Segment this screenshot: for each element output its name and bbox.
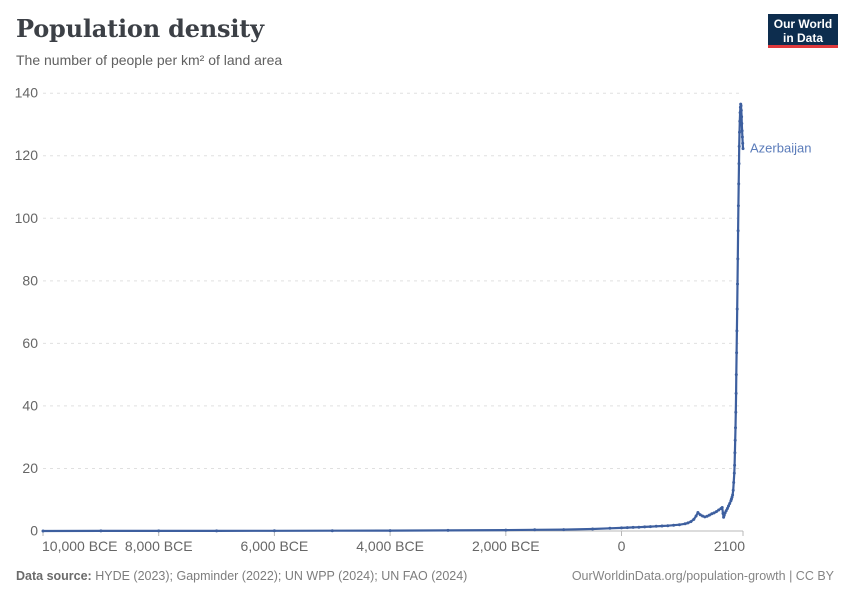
y-axis-tick-label: 20: [22, 460, 38, 476]
x-axis-tick-label: 10,000 BCE: [42, 538, 118, 554]
x-axis-tick-label: 2100: [714, 538, 745, 554]
x-axis-tick-label: 2,000 BCE: [472, 538, 540, 554]
gridlines: [43, 92, 743, 469]
y-axis-tick-label: 100: [15, 210, 39, 226]
x-axis-tick-label: 0: [618, 538, 626, 554]
owid-logo[interactable]: Our World in Data: [768, 14, 838, 48]
page-title: Population density: [16, 14, 264, 43]
x-axis-tick-label: 6,000 BCE: [241, 538, 309, 554]
owid-logo-line1: Our World: [773, 17, 833, 31]
data-series-line: [41, 102, 745, 533]
chart-footer: Data source: HYDE (2023); Gapminder (202…: [16, 569, 834, 583]
data-source-text: HYDE (2023); Gapminder (2022); UN WPP (2…: [91, 569, 468, 583]
data-source-note: Data source: HYDE (2023); Gapminder (202…: [16, 569, 467, 583]
y-axis-tick-label: 120: [15, 147, 39, 163]
y-axis-tick-label: 60: [22, 335, 38, 351]
axes: 0 20 40 60 80 100 120 140 10,000 BCE 8,000 BCE 6,0…: [15, 85, 746, 554]
credit-link[interactable]: OurWorldinData.org/population-growth | C…: [571, 569, 834, 583]
x-axis-tick-label: 4,000 BCE: [356, 538, 424, 554]
x-axis-tick-label: 8,000 BCE: [125, 538, 193, 554]
data-source-label: Data source:: [16, 569, 92, 583]
y-axis-tick-label: 140: [15, 85, 39, 101]
chart-subtitle: The number of people per km² of land are…: [16, 52, 283, 68]
y-axis-tick-label: 0: [30, 523, 38, 539]
owid-logo-line2: in Data: [782, 31, 823, 45]
y-axis-tick-label: 40: [22, 397, 38, 413]
y-axis-tick-label: 80: [22, 272, 38, 288]
series-label-azerbaijan[interactable]: Azerbaijan: [750, 141, 811, 156]
